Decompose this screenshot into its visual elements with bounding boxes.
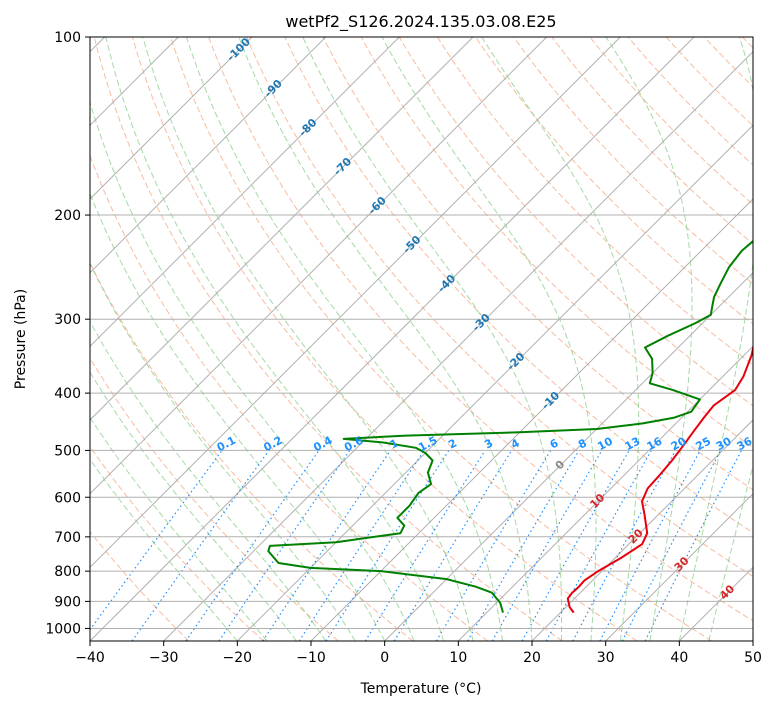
mixing-ratio-line [218,450,351,641]
x-axis: −40 −30 −20 −10 0 10 20 30 40 50 [75,641,762,666]
isotherm-line [90,37,695,641]
mixing-ratio-label: 16 [645,434,665,453]
y-tick-label: 400 [54,386,81,402]
mixing-ratio-label: 25 [693,435,713,454]
dry-adiabat [93,37,563,641]
mixing-ratio-line [364,450,486,641]
dry-adiabat [131,37,638,641]
y-tick-label: 100 [54,30,81,46]
mixing-ratio-line [572,450,677,641]
isotherm-line [90,37,548,495]
mixing-ratio-line [131,450,270,641]
moist-adiabat [381,37,597,641]
y-tick-label: 700 [54,530,81,546]
moist-adiabat [90,192,386,641]
x-tick-label: −40 [75,650,105,666]
y-tick-label: 900 [54,594,81,610]
moist-adiabat [90,458,238,641]
dry-adiabat [322,37,753,491]
isotherm-line [90,37,253,200]
mixing-ratio-line [262,450,391,641]
dry-adiabat [398,37,753,407]
isotherm-line [605,492,753,641]
mixing-ratio-line [298,450,425,641]
y-tick-label: 500 [54,443,81,459]
pressure-grid [90,37,753,629]
mixing-ratio-line [185,450,320,641]
isotherm-line [236,124,753,641]
moist-adiabat [90,262,356,641]
mixing-ratio-line [325,450,450,641]
dry-adiabat [436,37,753,366]
x-tick-label: −30 [149,650,179,666]
plot-frame [89,36,754,642]
moist-adiabat [302,37,563,641]
isotherm-line [310,198,753,641]
moist-adiabat [481,37,640,641]
x-tick-label: −10 [296,650,326,666]
dry-adiabat [246,37,753,577]
isotherm-line [90,37,327,274]
moist-adiabat [90,416,268,641]
isotherm-line [384,271,753,641]
y-tick-label: 200 [54,208,81,224]
isotherm-line [90,37,474,421]
temperature-line [566,343,753,614]
isotherm-line [90,37,400,348]
mixing-ratio-label: 20 [669,434,689,453]
mixing-ratio-label: 10 [595,434,615,453]
x-tick-label: 0 [380,650,389,666]
x-tick-label: 10 [449,650,467,666]
dry-adiabat [90,261,414,641]
isotherm-line [163,50,753,641]
moist-adiabat [105,37,445,641]
dry-adiabat [284,37,753,534]
background-lines [90,37,753,641]
x-tick-label: 30 [597,650,615,666]
x-tick-label: −20 [223,650,253,666]
mixing-ratio-line [393,450,513,641]
y-axis: 100 200 300 400 500 600 700 800 900 1000 [45,30,90,637]
moist-adiabat [605,37,693,641]
y-tick-label: 800 [54,564,81,580]
dry-adiabat [208,37,753,622]
x-tick-label: 40 [670,650,688,666]
moist-adiabat [90,371,297,641]
mixing-ratio-label: 36 [735,434,755,453]
isotherm-line [752,640,753,641]
dewpoint-line [267,239,753,613]
series-layer [267,239,753,614]
mixing-ratio-label: 30 [714,434,734,453]
x-axis-label: Temperature (°C) [360,681,482,697]
mixing-ratio-label: 13 [623,435,643,454]
isotherm-line [531,419,753,641]
moist-adiabat [238,37,533,641]
y-axis-label: Pressure (hPa) [13,289,29,389]
plot-area [90,37,753,641]
x-tick-label: 50 [744,650,762,666]
mixing-ratio-line [435,450,552,641]
isotherm-line [457,345,753,641]
moist-adiabat [678,37,753,641]
y-tick-label: 1000 [45,621,81,637]
dry-adiabat [90,357,339,641]
y-tick-label: 300 [54,312,81,328]
moist-adiabat [142,37,474,641]
mixing-ratio-line [545,450,652,641]
isotherm-line [90,37,621,569]
y-tick-label: 600 [54,490,81,506]
mixing-ratio-line [466,450,580,641]
x-tick-label: 20 [523,650,541,666]
dry-adiabat [90,530,190,641]
chart-title: wetPf2_S126.2024.135.03.08.E25 [285,12,556,32]
mixing-ratio-line [644,450,743,641]
